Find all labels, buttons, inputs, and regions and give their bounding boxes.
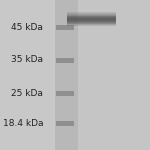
Bar — [67, 21, 116, 22]
Bar — [67, 19, 116, 20]
Bar — [67, 22, 116, 23]
Bar — [56, 91, 74, 96]
Bar — [67, 22, 116, 23]
Bar — [67, 18, 116, 19]
Bar — [56, 58, 74, 63]
Bar — [56, 121, 74, 126]
Text: 18.4 kDa: 18.4 kDa — [3, 118, 43, 127]
Bar — [67, 26, 116, 27]
Bar — [56, 25, 74, 30]
Text: 25 kDa: 25 kDa — [11, 88, 43, 98]
Bar — [78, 0, 150, 150]
Text: 35 kDa: 35 kDa — [11, 56, 43, 64]
Bar — [55, 0, 78, 150]
Bar — [67, 23, 116, 24]
Bar — [67, 18, 116, 19]
Bar — [67, 25, 116, 26]
Bar — [67, 17, 116, 18]
Bar — [67, 15, 116, 16]
Bar — [67, 20, 116, 21]
Bar — [67, 24, 116, 25]
Bar — [67, 23, 116, 24]
Bar — [67, 17, 116, 18]
Text: 45 kDa: 45 kDa — [11, 22, 43, 32]
Bar — [67, 19, 116, 20]
Bar — [67, 20, 116, 21]
Bar — [67, 13, 116, 14]
Bar — [67, 16, 116, 17]
Bar — [67, 14, 116, 15]
